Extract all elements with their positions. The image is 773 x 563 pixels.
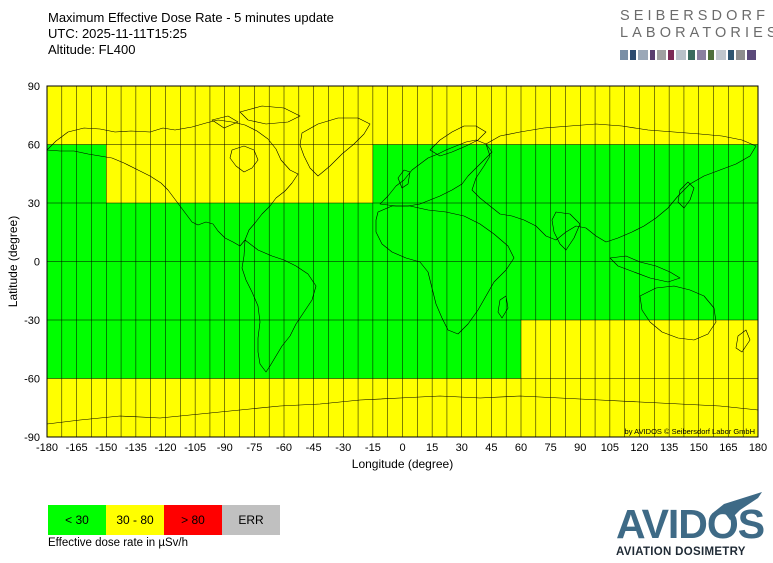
legend-item: 30 - 80	[106, 505, 164, 535]
avidos-logo-plane-icon	[714, 492, 762, 520]
x-tick-label: -180	[36, 442, 58, 454]
coast-japan	[677, 181, 695, 209]
x-tick-label: 90	[574, 442, 586, 454]
coast-australia	[639, 285, 717, 341]
x-tick-label: 120	[630, 442, 648, 454]
map-credit: by AVIDOS © Seibersdorf Labor GmbH	[625, 427, 755, 436]
x-tick-label: 0	[399, 442, 405, 454]
avidos-logo-subtitle: AVIATION DOSIMETRY	[616, 546, 746, 558]
y-tick-label: -30	[24, 315, 40, 327]
coast-india	[551, 211, 581, 251]
y-tick-label: 30	[28, 198, 40, 210]
x-tick-label: 15	[426, 442, 438, 454]
coast-indonesia	[609, 255, 681, 283]
altitude-label: Altitude: FL400	[48, 42, 136, 57]
y-axis-label: Latitude (degree)	[6, 216, 20, 307]
y-tick-label: -90	[24, 432, 40, 444]
map-frame	[46, 85, 759, 438]
coast-uk	[397, 169, 411, 189]
y-tick-label: 60	[28, 140, 40, 152]
x-tick-label: -120	[154, 442, 176, 454]
coast-south-america	[241, 239, 317, 373]
x-tick-label: -60	[276, 442, 292, 454]
legend-item: ERR	[222, 505, 280, 535]
x-tick-label: -105	[184, 442, 206, 454]
x-tick-label: 75	[545, 442, 557, 454]
y-tick-label: -60	[24, 374, 40, 386]
seibersdorf-color-strip	[620, 50, 756, 60]
coast-north-america	[46, 119, 299, 247]
seibersdorf-logo-line2: LABORATORIES	[620, 25, 773, 41]
x-tick-label: -15	[365, 442, 381, 454]
x-tick-label: 150	[690, 442, 708, 454]
coast-madagascar	[497, 295, 509, 319]
x-axis-label: Longitude (degree)	[352, 457, 453, 471]
seibersdorf-logo: SEIBERSDORF LABORATORIES	[620, 8, 773, 42]
coast-asia	[471, 123, 757, 243]
x-tick-label: 45	[485, 442, 497, 454]
x-tick-label: -165	[66, 442, 88, 454]
legend-item: < 30	[48, 505, 106, 535]
x-tick-label: 105	[601, 442, 619, 454]
coast-antarctica	[46, 395, 759, 425]
map-title: Maximum Effective Dose Rate - 5 minutes …	[48, 10, 334, 25]
x-tick-label: 165	[719, 442, 737, 454]
x-tick-label: 60	[515, 442, 527, 454]
y-tick-label: 90	[28, 81, 40, 93]
seibersdorf-logo-line1: SEIBERSDORF	[620, 8, 770, 24]
coastline-layer	[46, 105, 759, 425]
coast-arctic-islands	[211, 105, 301, 129]
x-tick-label: 180	[749, 442, 767, 454]
x-tick-label: -75	[246, 442, 262, 454]
x-tick-label: 30	[456, 442, 468, 454]
coast-greenland	[299, 117, 371, 177]
legend-caption: Effective dose rate in µSv/h	[48, 537, 189, 549]
coast-scandinavia	[429, 125, 487, 157]
utc-timestamp: UTC: 2025-11-11T15:25	[48, 26, 187, 41]
y-tick-label: 0	[34, 257, 40, 269]
x-tick-labels: -180 -165 -150 -135 -120 -105 -90 -75 -60 -45 -30-…	[36, 442, 767, 454]
x-tick-label: -45	[306, 442, 322, 454]
x-tick-label: -135	[125, 442, 147, 454]
coast-new-zealand	[735, 329, 751, 353]
coast-africa	[375, 205, 515, 335]
avidos-logo-word: AVIDOS	[616, 501, 765, 547]
coast-hudson-bay	[229, 145, 259, 173]
x-tick-label: -150	[95, 442, 117, 454]
x-tick-label: -30	[335, 442, 351, 454]
x-tick-label: 135	[660, 442, 678, 454]
legend-item: > 80	[164, 505, 222, 535]
y-tick-labels: 90 60 30 0 -30 -60 -90	[24, 81, 40, 444]
x-tick-label: -90	[217, 442, 233, 454]
